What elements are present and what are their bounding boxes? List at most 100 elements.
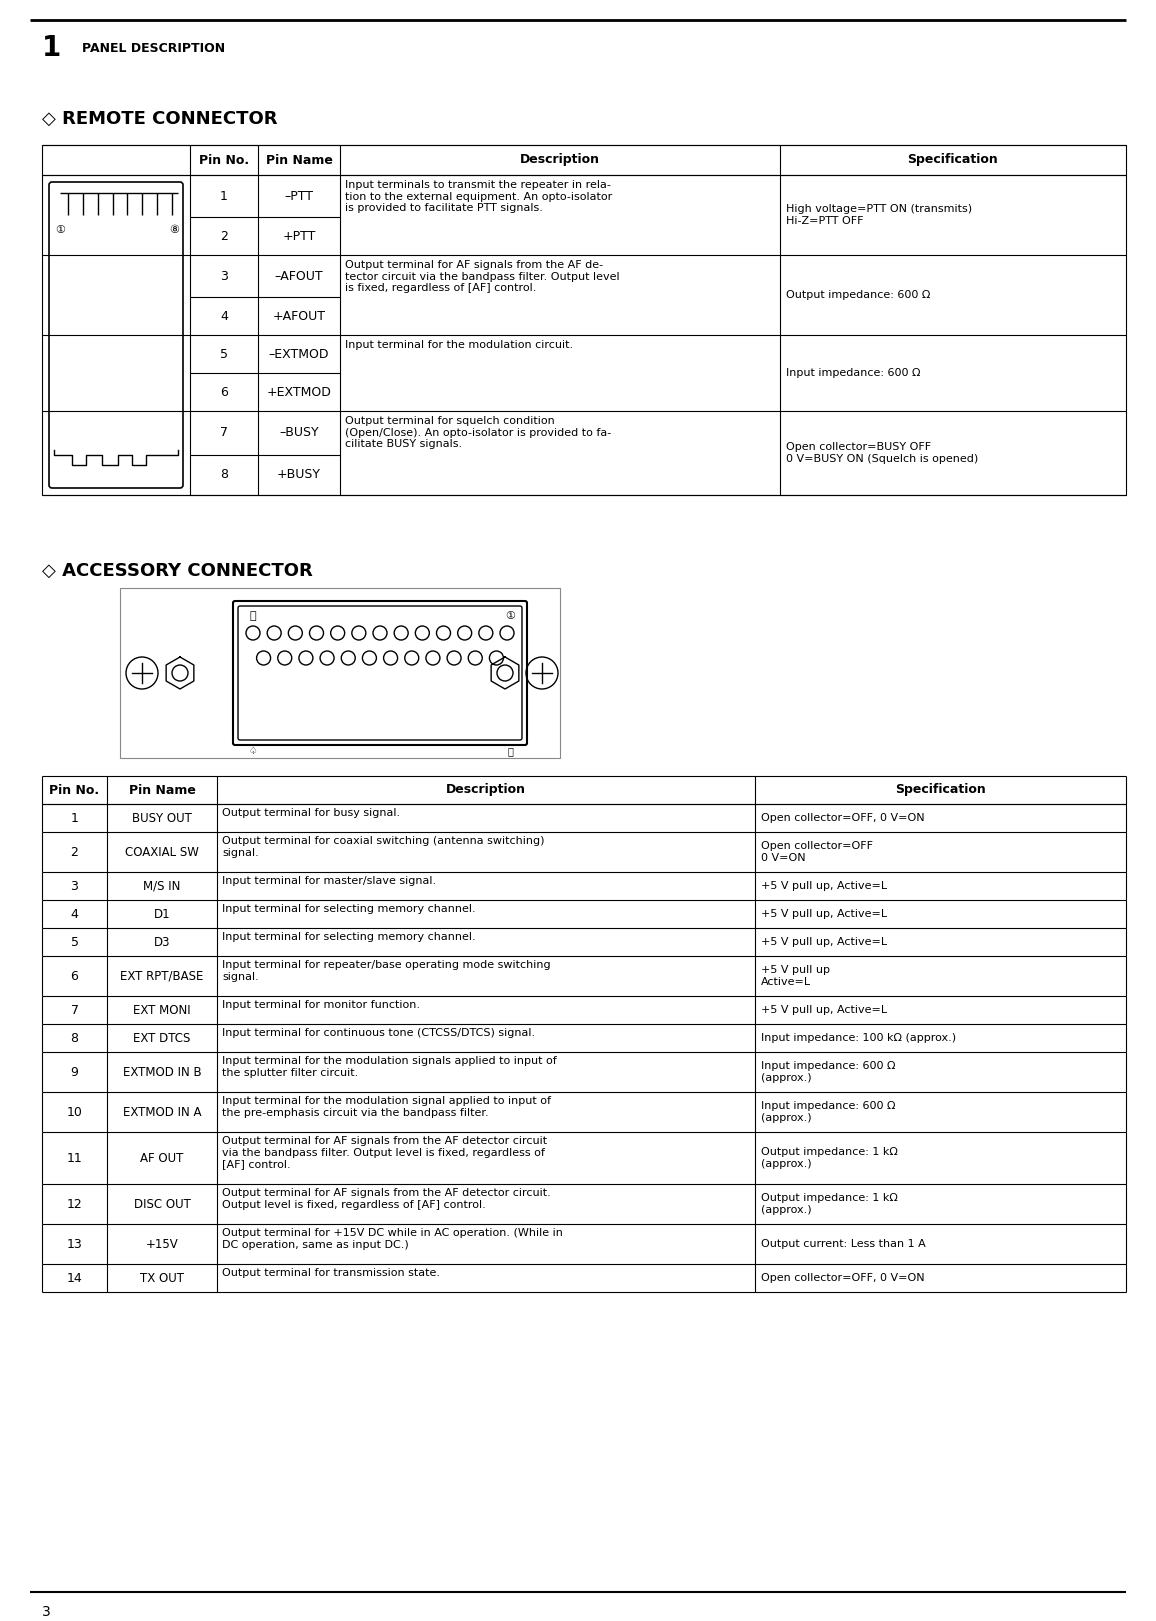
Text: +5 V pull up, Active=L: +5 V pull up, Active=L: [761, 909, 887, 919]
Text: Input impedance: 100 kΩ (approx.): Input impedance: 100 kΩ (approx.): [761, 1033, 956, 1042]
Text: 10: 10: [67, 1106, 82, 1118]
Text: Description: Description: [446, 783, 526, 796]
Text: ⑬: ⑬: [250, 611, 257, 621]
Text: 4: 4: [220, 310, 228, 323]
Text: +5 V pull up
Active=L: +5 V pull up Active=L: [761, 964, 830, 987]
Text: EXTMOD IN A: EXTMOD IN A: [123, 1106, 201, 1118]
Text: Output terminal for +15V DC while in AC operation. (While in
DC operation, same : Output terminal for +15V DC while in AC …: [222, 1229, 563, 1250]
Text: 6: 6: [220, 386, 228, 399]
Text: Pin Name: Pin Name: [266, 154, 333, 167]
Text: +AFOUT: +AFOUT: [273, 310, 326, 323]
Text: Specification: Specification: [907, 154, 999, 167]
Text: D3: D3: [154, 935, 170, 948]
Text: Open collector=OFF, 0 V=ON: Open collector=OFF, 0 V=ON: [761, 814, 925, 823]
Text: 3: 3: [220, 269, 228, 282]
Text: EXT MONI: EXT MONI: [133, 1003, 191, 1016]
Text: 1: 1: [220, 190, 228, 203]
Text: Output terminal for busy signal.: Output terminal for busy signal.: [222, 807, 400, 819]
Text: 12: 12: [67, 1198, 82, 1211]
Text: +15V: +15V: [146, 1237, 178, 1250]
Text: +BUSY: +BUSY: [277, 468, 321, 481]
Bar: [120, 588, 560, 759]
Text: Input terminal for the modulation circuit.: Input terminal for the modulation circui…: [344, 340, 573, 350]
Text: EXT RPT/BASE: EXT RPT/BASE: [120, 969, 203, 982]
Text: Open collector=OFF, 0 V=ON: Open collector=OFF, 0 V=ON: [761, 1272, 925, 1282]
Text: Output terminal for squelch condition
(Open/Close). An opto-isolator is provided: Output terminal for squelch condition (O…: [344, 417, 612, 449]
Text: 7: 7: [71, 1003, 79, 1016]
Text: 13: 13: [67, 1237, 82, 1250]
Text: Input terminal for master/slave signal.: Input terminal for master/slave signal.: [222, 875, 436, 887]
Text: Input terminals to transmit the repeater in rela-
tion to the external equipment: Input terminals to transmit the repeater…: [344, 180, 613, 214]
Text: Input impedance: 600 Ω
(approx.): Input impedance: 600 Ω (approx.): [761, 1062, 896, 1083]
Text: EXTMOD IN B: EXTMOD IN B: [123, 1065, 201, 1078]
Text: Pin Name: Pin Name: [128, 783, 195, 796]
Text: Output impedance: 1 kΩ
(approx.): Output impedance: 1 kΩ (approx.): [761, 1193, 898, 1214]
Text: Input terminal for selecting memory channel.: Input terminal for selecting memory chan…: [222, 905, 475, 914]
Text: AF OUT: AF OUT: [140, 1151, 184, 1164]
Text: 9: 9: [71, 1065, 79, 1078]
Text: Output terminal for AF signals from the AF de-
tector circuit via the bandpass f: Output terminal for AF signals from the …: [344, 259, 620, 293]
Text: Output terminal for AF signals from the AF detector circuit.
Output level is fix: Output terminal for AF signals from the …: [222, 1188, 550, 1209]
Text: Input terminal for the modulation signals applied to input of
the splutter filte: Input terminal for the modulation signal…: [222, 1055, 557, 1078]
Text: 2: 2: [71, 846, 79, 859]
Text: 1: 1: [71, 812, 79, 825]
Text: 5: 5: [71, 935, 79, 948]
Text: 11: 11: [67, 1151, 82, 1164]
Text: Specification: Specification: [895, 783, 986, 796]
Text: M/S IN: M/S IN: [143, 880, 180, 893]
Text: 8: 8: [71, 1031, 79, 1044]
Text: D1: D1: [154, 908, 170, 921]
Text: Input terminal for continuous tone (CTCSS/DTCS) signal.: Input terminal for continuous tone (CTCS…: [222, 1028, 535, 1037]
Text: Pin No.: Pin No.: [50, 783, 99, 796]
Text: 4: 4: [71, 908, 79, 921]
Text: DISC OUT: DISC OUT: [134, 1198, 191, 1211]
Text: ⑭: ⑭: [507, 746, 513, 755]
Text: ⑧: ⑧: [169, 225, 179, 235]
Text: 3: 3: [71, 880, 79, 893]
Text: ①: ①: [505, 611, 516, 621]
Text: Open collector=BUSY OFF
0 V=BUSY ON (Squelch is opened): Open collector=BUSY OFF 0 V=BUSY ON (Squ…: [786, 443, 978, 464]
Text: BUSY OUT: BUSY OUT: [132, 812, 192, 825]
Text: Output terminal for transmission state.: Output terminal for transmission state.: [222, 1268, 440, 1277]
Text: PANEL DESCRIPTION: PANEL DESCRIPTION: [82, 42, 225, 55]
Text: Output terminal for AF signals from the AF detector circuit
via the bandpass fil: Output terminal for AF signals from the …: [222, 1136, 547, 1169]
Text: Input terminal for the modulation signal applied to input of
the pre-emphasis ci: Input terminal for the modulation signal…: [222, 1096, 551, 1117]
Text: Description: Description: [520, 154, 600, 167]
Text: 8: 8: [220, 468, 228, 481]
Text: 1: 1: [42, 34, 61, 62]
Text: Pin No.: Pin No.: [199, 154, 249, 167]
Text: 7: 7: [220, 426, 228, 439]
Text: –BUSY: –BUSY: [280, 426, 319, 439]
Text: 6: 6: [71, 969, 79, 982]
Text: –EXTMOD: –EXTMOD: [268, 347, 329, 360]
Text: 2: 2: [220, 230, 228, 243]
Text: Input impedance: 600 Ω
(approx.): Input impedance: 600 Ω (approx.): [761, 1101, 896, 1123]
Text: +EXTMOD: +EXTMOD: [267, 386, 332, 399]
Text: Input impedance: 600 Ω: Input impedance: 600 Ω: [786, 368, 920, 378]
Text: +PTT: +PTT: [282, 230, 316, 243]
Text: High voltage=PTT ON (transmits)
Hi-Z=PTT OFF: High voltage=PTT ON (transmits) Hi-Z=PTT…: [786, 204, 972, 225]
Text: 5: 5: [220, 347, 228, 360]
Text: ◇ REMOTE CONNECTOR: ◇ REMOTE CONNECTOR: [42, 110, 277, 128]
Text: 3: 3: [42, 1605, 51, 1619]
Text: Input terminal for repeater/base operating mode switching
signal.: Input terminal for repeater/base operati…: [222, 960, 550, 982]
Text: ◇ ACCESSORY CONNECTOR: ◇ ACCESSORY CONNECTOR: [42, 562, 313, 580]
Text: ①: ①: [55, 225, 65, 235]
Text: Output impedance: 1 kΩ
(approx.): Output impedance: 1 kΩ (approx.): [761, 1148, 898, 1169]
Text: ♤: ♤: [249, 746, 258, 755]
Text: Output terminal for coaxial switching (antenna switching)
signal.: Output terminal for coaxial switching (a…: [222, 836, 544, 858]
Text: +5 V pull up, Active=L: +5 V pull up, Active=L: [761, 937, 887, 947]
Text: –PTT: –PTT: [284, 190, 313, 203]
Text: +5 V pull up, Active=L: +5 V pull up, Active=L: [761, 1005, 887, 1015]
Text: Output current: Less than 1 A: Output current: Less than 1 A: [761, 1238, 926, 1250]
Text: –AFOUT: –AFOUT: [275, 269, 324, 282]
Text: Open collector=OFF
0 V=ON: Open collector=OFF 0 V=ON: [761, 841, 873, 862]
Text: TX OUT: TX OUT: [140, 1271, 184, 1284]
Text: 14: 14: [67, 1271, 82, 1284]
Text: Output impedance: 600 Ω: Output impedance: 600 Ω: [786, 290, 931, 300]
Bar: [42, 144, 1126, 494]
Text: +5 V pull up, Active=L: +5 V pull up, Active=L: [761, 880, 887, 892]
Text: EXT DTCS: EXT DTCS: [133, 1031, 191, 1044]
Text: Input terminal for monitor function.: Input terminal for monitor function.: [222, 1000, 420, 1010]
Text: Input terminal for selecting memory channel.: Input terminal for selecting memory chan…: [222, 932, 475, 942]
